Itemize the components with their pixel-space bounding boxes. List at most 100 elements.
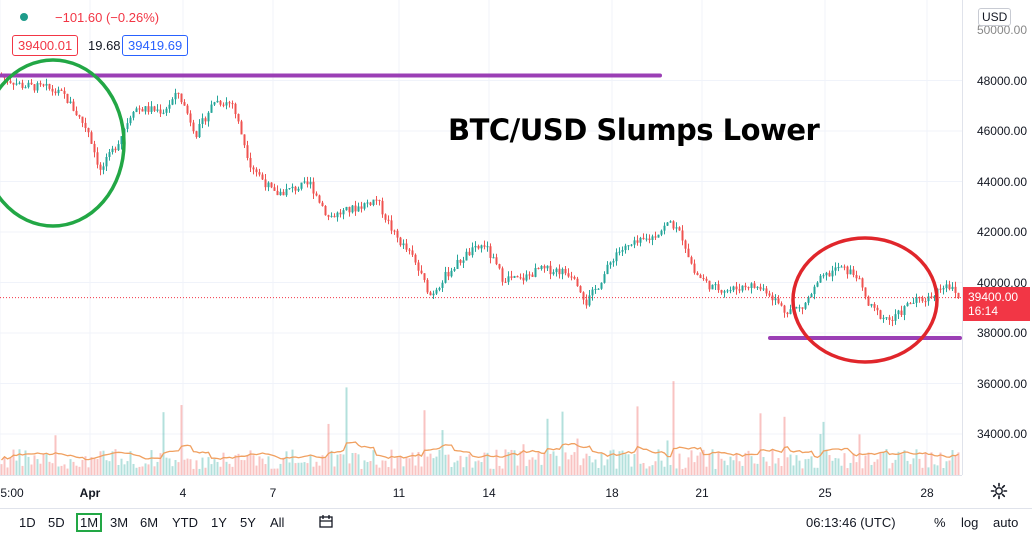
volume-bar	[876, 459, 879, 475]
price-chart[interactable]	[0, 0, 962, 475]
range-button-ytd[interactable]: YTD	[172, 515, 198, 530]
volume-bar	[804, 459, 807, 475]
candle-body	[132, 111, 135, 118]
candle-body	[678, 227, 681, 231]
volume-bar	[36, 459, 39, 475]
candle-body	[840, 266, 843, 268]
candle-body	[672, 221, 675, 229]
candle-body	[870, 304, 873, 306]
status-dot-icon	[20, 13, 28, 21]
candle-body	[759, 286, 762, 290]
time-tick-label: 4	[179, 486, 187, 500]
volume-bar	[54, 435, 57, 475]
volume-bar	[504, 449, 507, 475]
candle-body	[921, 297, 924, 302]
volume-bar	[279, 463, 282, 475]
volume-bar	[135, 467, 138, 475]
candle-body	[594, 288, 597, 290]
volume-bar	[72, 461, 75, 475]
volume-bar	[753, 463, 756, 475]
percent-scale-button[interactable]: %	[934, 515, 946, 530]
candle-body	[411, 250, 414, 255]
volume-bar	[243, 460, 246, 475]
range-button-1d[interactable]: 1D	[19, 515, 36, 530]
range-button-3m[interactable]: 3M	[110, 515, 129, 530]
volume-bar	[174, 460, 177, 475]
range-button-1m[interactable]: 1M	[76, 513, 103, 532]
compare-date-range-icon[interactable]	[318, 514, 336, 533]
volume-bar	[126, 461, 129, 475]
volume-bar	[519, 451, 522, 475]
range-button-5d[interactable]: 5D	[48, 515, 65, 530]
candle-body	[378, 200, 381, 202]
volume-bar	[783, 416, 786, 475]
currency-selector[interactable]: USD	[978, 8, 1012, 26]
volume-bar	[930, 452, 933, 475]
volume-bar	[210, 464, 213, 475]
volume-bar	[696, 455, 699, 475]
candle-body	[753, 283, 756, 288]
volume-bar	[513, 450, 516, 475]
range-button-5y[interactable]: 5Y	[240, 515, 256, 530]
range-button-6m[interactable]: 6M	[140, 515, 159, 530]
candle-body	[489, 246, 492, 258]
volume-bar	[882, 451, 885, 475]
volume-bar	[825, 449, 828, 475]
candle-body	[78, 115, 81, 117]
volume-bar	[333, 466, 336, 475]
volume-bar	[438, 449, 441, 475]
price-axis[interactable]: 48000.00 46000.00 44000.00 42000.00 40000.00…	[962, 0, 1032, 475]
candle-body	[471, 247, 474, 256]
candle-body	[597, 288, 600, 290]
candle-body	[39, 83, 42, 85]
volume-bar	[726, 465, 729, 475]
volume-bar	[303, 462, 306, 475]
volume-bar	[573, 452, 576, 475]
candle-body	[396, 230, 399, 238]
range-button-all[interactable]: All	[270, 515, 285, 530]
candle-body	[738, 289, 741, 291]
candle-body	[519, 277, 522, 279]
buy-price-button[interactable]: 39419.69	[122, 35, 189, 56]
candle-body	[351, 205, 354, 213]
candle-body	[924, 301, 927, 303]
price-tick-label: 46000.00	[976, 124, 1027, 138]
volume-bar	[843, 453, 846, 475]
volume-bar	[576, 438, 579, 475]
volume-bar	[741, 465, 744, 475]
time-axis[interactable]: 5:00 Apr 4 7 11 14 18 21 25 28	[0, 475, 962, 509]
volume-bar	[117, 464, 120, 475]
candle-body	[744, 285, 747, 288]
clock-time[interactable]: 06:13:46 (UTC)	[806, 515, 896, 530]
candle-body	[774, 298, 777, 301]
candle-body	[84, 122, 87, 129]
sell-price-button[interactable]: 39400.01	[12, 35, 79, 56]
volume-bar	[354, 452, 357, 475]
candle-body	[264, 179, 267, 188]
volume-bar	[363, 460, 366, 475]
volume-bar	[162, 412, 165, 475]
price-tick-label: 36000.00	[976, 376, 1027, 391]
candle-body	[450, 270, 453, 277]
auto-scale-button[interactable]: auto	[993, 515, 1019, 530]
candle-body	[528, 274, 531, 276]
volume-bars	[0, 381, 960, 475]
candle-body	[702, 278, 705, 280]
volume-bar	[342, 454, 345, 475]
candle-body	[891, 319, 894, 321]
candle-body	[414, 254, 417, 263]
candle-body	[387, 219, 390, 221]
settings-gear-icon[interactable]	[990, 482, 1008, 500]
candle-body	[897, 310, 900, 315]
candle-body	[636, 240, 639, 243]
volume-bar	[264, 464, 267, 475]
candle-body	[270, 182, 273, 188]
range-button-1y[interactable]: 1Y	[211, 515, 227, 530]
volume-bar	[510, 449, 513, 475]
volume-bar	[444, 454, 447, 475]
volume-bar	[648, 466, 651, 475]
candle-body	[153, 106, 156, 111]
log-scale-button[interactable]: log	[961, 515, 979, 530]
volume-bar	[282, 457, 285, 475]
volume-bar	[426, 456, 429, 475]
